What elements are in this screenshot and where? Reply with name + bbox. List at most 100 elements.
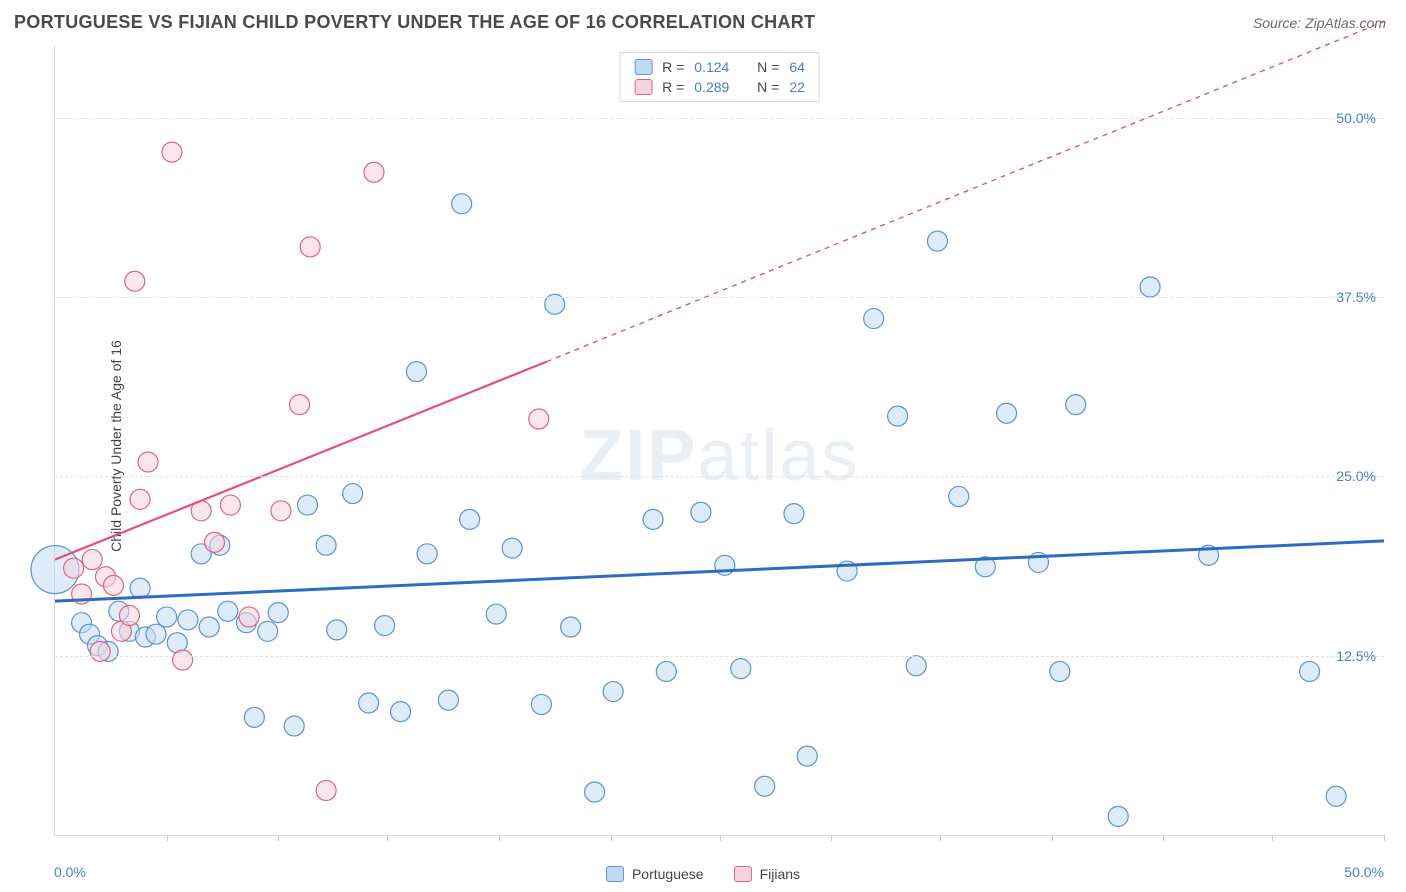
scatter-point — [797, 746, 817, 766]
scatter-point — [784, 504, 804, 524]
scatter-point — [298, 495, 318, 515]
y-tick-label: 50.0% — [1336, 110, 1376, 126]
scatter-point — [1066, 395, 1086, 415]
x-tick — [278, 835, 279, 841]
scatter-point — [343, 484, 363, 504]
scatter-point — [327, 620, 347, 640]
scatter-point — [906, 656, 926, 676]
scatter-point — [888, 406, 908, 426]
scatter-point — [258, 621, 278, 641]
x-tick — [940, 835, 941, 841]
scatter-point — [656, 661, 676, 681]
scatter-point — [300, 237, 320, 257]
scatter-point — [949, 486, 969, 506]
scatter-point — [997, 403, 1017, 423]
scatter-point — [157, 607, 177, 627]
legend-swatch — [734, 866, 752, 882]
scatter-point — [643, 509, 663, 529]
x-tick — [720, 835, 721, 841]
trend-line-fijian — [55, 362, 547, 560]
scatter-point — [218, 601, 238, 621]
scatter-point — [486, 604, 506, 624]
plot-area: ZIPatlas R = 0.124 N = 64 R = 0.289 N = … — [54, 46, 1384, 836]
scatter-point — [364, 162, 384, 182]
y-tick-label: 37.5% — [1336, 289, 1376, 305]
scatter-point — [64, 558, 84, 578]
scatter-point — [585, 782, 605, 802]
gridline-h — [55, 476, 1384, 477]
scatter-point — [460, 509, 480, 529]
scatter-point — [391, 702, 411, 722]
x-tick — [1163, 835, 1164, 841]
gridline-h — [55, 297, 1384, 298]
scatter-point — [90, 641, 110, 661]
scatter-point — [178, 610, 198, 630]
scatter-point — [406, 362, 426, 382]
bottom-legend-label: Fijians — [760, 866, 800, 882]
x-tick — [167, 835, 168, 841]
bottom-legend-label: Portuguese — [632, 866, 704, 882]
scatter-point — [529, 409, 549, 429]
scatter-point — [359, 693, 379, 713]
gridline-h — [55, 656, 1384, 657]
scatter-point — [531, 694, 551, 714]
scatter-point — [502, 538, 522, 558]
chart-container: PORTUGUESE VS FIJIAN CHILD POVERTY UNDER… — [0, 0, 1406, 892]
scatter-point — [1300, 661, 1320, 681]
x-tick — [1384, 835, 1385, 841]
scatter-point — [1140, 277, 1160, 297]
scatter-point — [268, 603, 288, 623]
bottom-legend-item: Fijians — [734, 866, 800, 882]
scatter-point — [1108, 806, 1128, 826]
scatter-point — [130, 578, 150, 598]
scatter-point — [271, 501, 291, 521]
scatter-point — [220, 495, 240, 515]
legend-swatch — [606, 866, 624, 882]
scatter-point — [603, 682, 623, 702]
scatter-point — [731, 659, 751, 679]
scatter-point — [290, 395, 310, 415]
trend-line-portuguese — [55, 541, 1384, 601]
scatter-point — [864, 309, 884, 329]
scatter-point — [204, 532, 224, 552]
x-tick — [387, 835, 388, 841]
scatter-point — [438, 690, 458, 710]
x-tick — [1052, 835, 1053, 841]
gridline-h — [55, 118, 1384, 119]
scatter-point — [417, 544, 437, 564]
scatter-point — [927, 231, 947, 251]
scatter-point — [284, 716, 304, 736]
scatter-point — [691, 502, 711, 522]
x-tick — [611, 835, 612, 841]
x-tick — [1272, 835, 1273, 841]
scatter-point — [316, 535, 336, 555]
trend-line-fijian-extrapolated — [547, 22, 1384, 362]
scatter-point — [755, 776, 775, 796]
bottom-legend-item: Portuguese — [606, 866, 704, 882]
title-row: PORTUGUESE VS FIJIAN CHILD POVERTY UNDER… — [0, 12, 1406, 33]
y-tick-label: 12.5% — [1336, 648, 1376, 664]
scatter-point — [119, 606, 139, 626]
bottom-legend: Portuguese Fijians — [606, 866, 800, 882]
scatter-point — [1050, 661, 1070, 681]
chart-svg — [55, 46, 1384, 835]
x-tick — [499, 835, 500, 841]
scatter-point — [146, 624, 166, 644]
x-axis-max-label: 50.0% — [1344, 864, 1384, 880]
scatter-point — [173, 650, 193, 670]
y-tick-label: 25.0% — [1336, 468, 1376, 484]
x-tick — [831, 835, 832, 841]
scatter-point — [239, 607, 259, 627]
scatter-point — [316, 781, 336, 801]
scatter-point — [1326, 786, 1346, 806]
chart-title: PORTUGUESE VS FIJIAN CHILD POVERTY UNDER… — [14, 12, 815, 33]
scatter-point — [103, 575, 123, 595]
scatter-point — [561, 617, 581, 637]
scatter-point — [375, 616, 395, 636]
scatter-point — [162, 142, 182, 162]
scatter-point — [244, 707, 264, 727]
source-label: Source: ZipAtlas.com — [1253, 15, 1386, 31]
scatter-point — [199, 617, 219, 637]
scatter-point — [452, 194, 472, 214]
x-axis-min-label: 0.0% — [54, 864, 86, 880]
